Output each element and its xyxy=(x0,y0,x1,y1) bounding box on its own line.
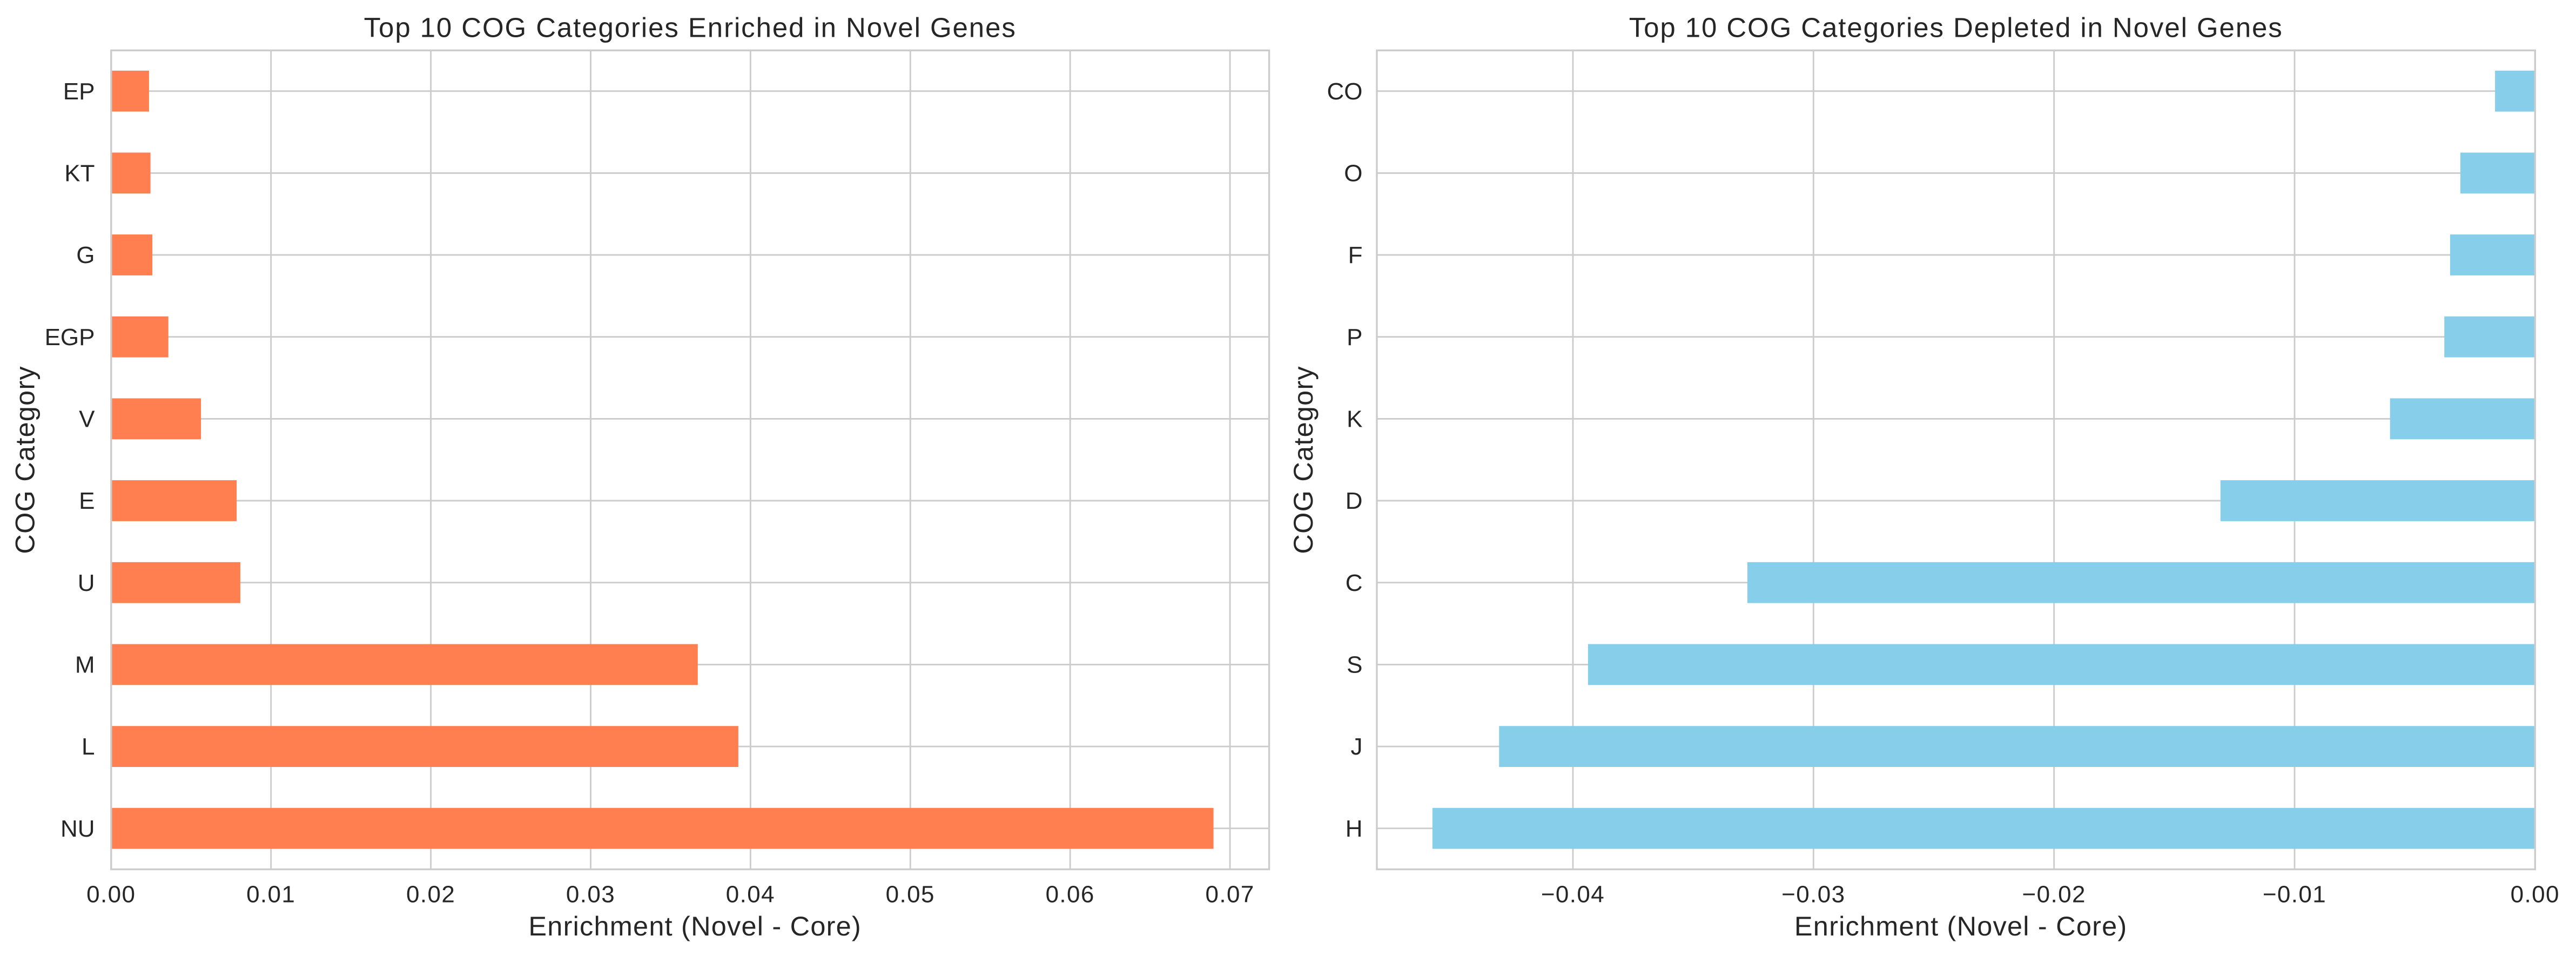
svg-text:−0.03: −0.03 xyxy=(1781,881,1845,908)
svg-text:0.04: 0.04 xyxy=(726,881,775,908)
svg-text:COG Category: COG Category xyxy=(1288,366,1319,554)
svg-text:0.00: 0.00 xyxy=(2511,881,2560,908)
svg-text:CO: CO xyxy=(1327,78,1363,105)
svg-text:K: K xyxy=(1347,406,1362,433)
svg-text:0.02: 0.02 xyxy=(406,881,455,908)
svg-text:NU: NU xyxy=(60,816,95,842)
svg-text:0.05: 0.05 xyxy=(886,881,935,908)
svg-text:S: S xyxy=(1347,652,1362,678)
svg-text:Top 10 COG Categories Enriched: Top 10 COG Categories Enriched in Novel … xyxy=(364,12,1017,43)
svg-text:−0.01: −0.01 xyxy=(2263,881,2326,908)
svg-text:L: L xyxy=(82,733,95,760)
svg-text:0.07: 0.07 xyxy=(1205,881,1254,908)
svg-text:Enrichment (Novel - Core): Enrichment (Novel - Core) xyxy=(1794,911,2128,941)
svg-text:P: P xyxy=(1347,324,1362,351)
svg-text:0.03: 0.03 xyxy=(566,881,615,908)
svg-text:KT: KT xyxy=(64,160,95,187)
svg-text:EP: EP xyxy=(63,78,95,105)
svg-text:EGP: EGP xyxy=(45,324,95,351)
svg-text:J: J xyxy=(1351,733,1363,760)
svg-text:C: C xyxy=(1346,570,1363,596)
svg-text:F: F xyxy=(1348,242,1363,268)
svg-text:0.00: 0.00 xyxy=(86,881,136,908)
svg-text:D: D xyxy=(1346,488,1363,514)
svg-text:V: V xyxy=(79,406,95,433)
svg-text:M: M xyxy=(75,652,95,678)
svg-text:Top 10 COG Categories Depleted: Top 10 COG Categories Depleted in Novel … xyxy=(1629,12,2283,43)
svg-text:0.01: 0.01 xyxy=(246,881,295,908)
svg-text:COG Category: COG Category xyxy=(10,366,41,554)
svg-text:U: U xyxy=(78,570,95,596)
svg-text:0.06: 0.06 xyxy=(1046,881,1095,908)
svg-text:H: H xyxy=(1346,816,1363,842)
svg-text:Enrichment (Novel - Core): Enrichment (Novel - Core) xyxy=(528,911,862,941)
svg-text:G: G xyxy=(76,242,95,268)
svg-text:O: O xyxy=(1344,160,1362,187)
svg-text:E: E xyxy=(79,488,95,514)
svg-text:−0.04: −0.04 xyxy=(1541,881,1605,908)
svg-text:−0.02: −0.02 xyxy=(2022,881,2086,908)
